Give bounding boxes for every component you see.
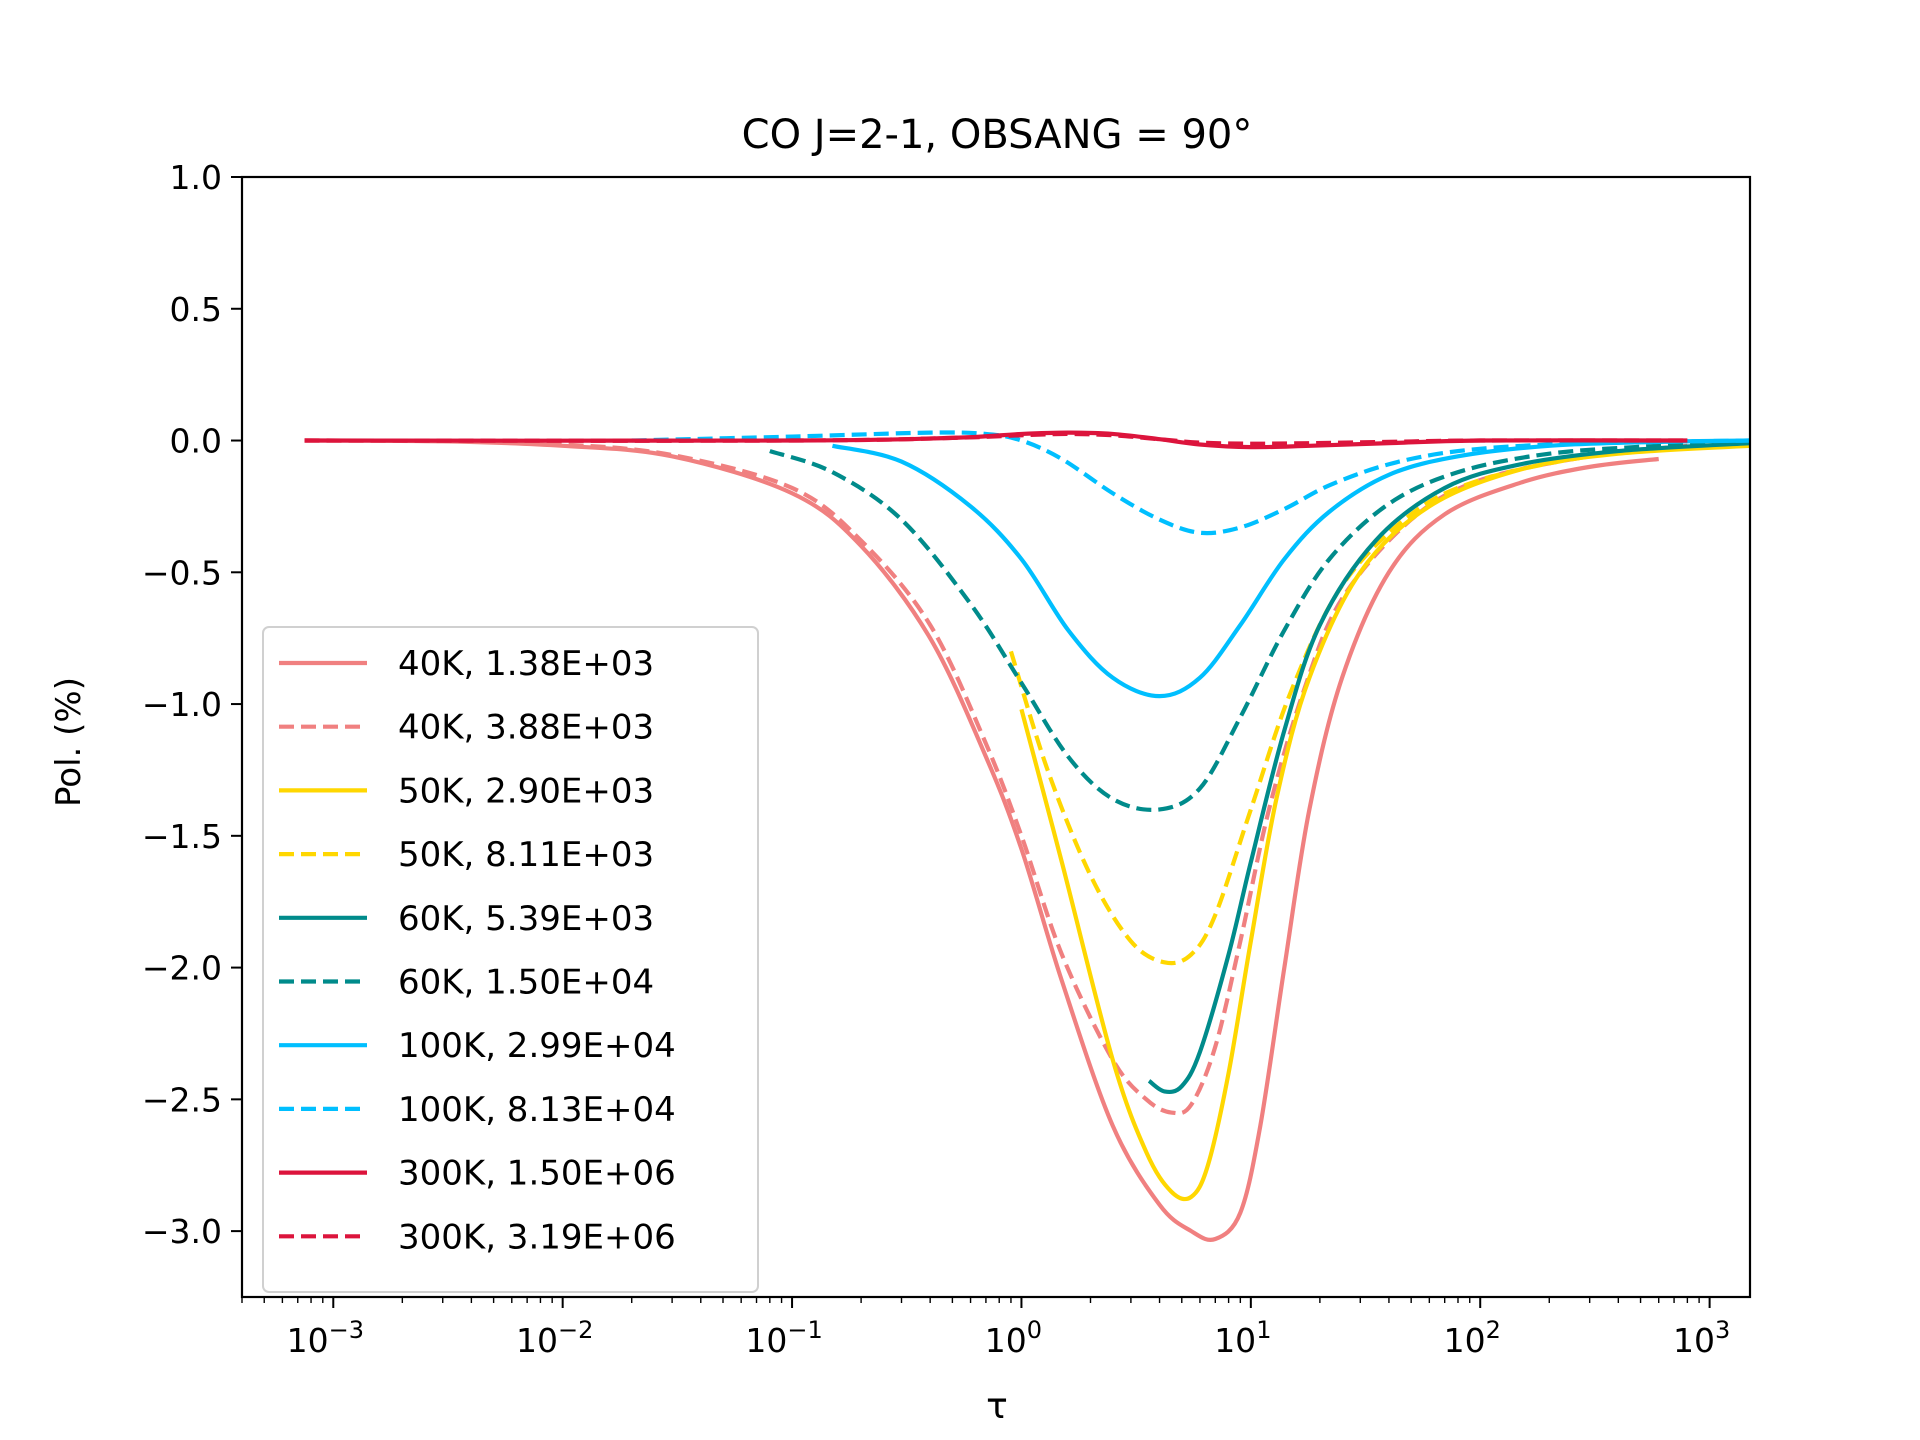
x-tick-label: 10−1 [745,1316,822,1360]
y-tick-label: 0.0 [170,422,222,461]
legend-label: 300K, 3.19E+06 [398,1217,676,1257]
legend-box [262,626,759,1293]
x-tick-label: 100 [985,1316,1042,1360]
legend-label: 40K, 3.88E+03 [398,708,654,748]
legend-label: 40K, 1.38E+03 [398,644,654,684]
x-tick-label: 103 [1673,1316,1730,1360]
legend-label: 50K, 8.11E+03 [398,835,654,875]
series-line-10 [304,431,1688,446]
y-tick-label: −2.0 [142,949,222,988]
legend-label: 60K, 5.39E+03 [398,899,654,939]
y-axis-label: Pol. (%) [49,677,89,807]
legend-label: 100K, 8.13E+04 [398,1090,676,1130]
legend-label: 60K, 1.50E+04 [398,963,654,1003]
x-tick-label: 10−2 [516,1316,593,1360]
series-line-5 [1147,441,1750,1095]
y-tick-label: −2.5 [142,1080,222,1119]
x-tick-label: 102 [1444,1316,1501,1360]
y-tick-label: −1.0 [142,685,222,724]
y-tick-label: −1.5 [142,817,222,856]
x-axis-label: τ [986,1386,1008,1427]
x-tick-label: 101 [1214,1316,1271,1360]
series-line-1 [304,438,1659,1242]
series-line-6 [769,439,1750,812]
plot-frame [240,175,1752,1299]
x-tick-label: 10−3 [287,1316,364,1360]
series-line-3 [1019,443,1750,1202]
series-group [304,430,1750,1242]
y-tick-label: −0.5 [142,553,222,592]
series-line-4 [1008,443,1700,966]
y-tick-label: −3.0 [142,1212,222,1251]
chart-title: CO J=2-1, OBSANG = 90° [742,112,1253,158]
legend-label: 100K, 2.99E+04 [398,1026,676,1066]
legend-label: 300K, 1.50E+06 [398,1154,676,1194]
legend-label: 50K, 2.90E+03 [398,771,654,811]
y-tick-label: 0.5 [170,290,222,329]
y-tick-label: 1.0 [170,158,222,197]
series-line-7 [831,438,1750,699]
series-line-8 [631,430,1750,536]
